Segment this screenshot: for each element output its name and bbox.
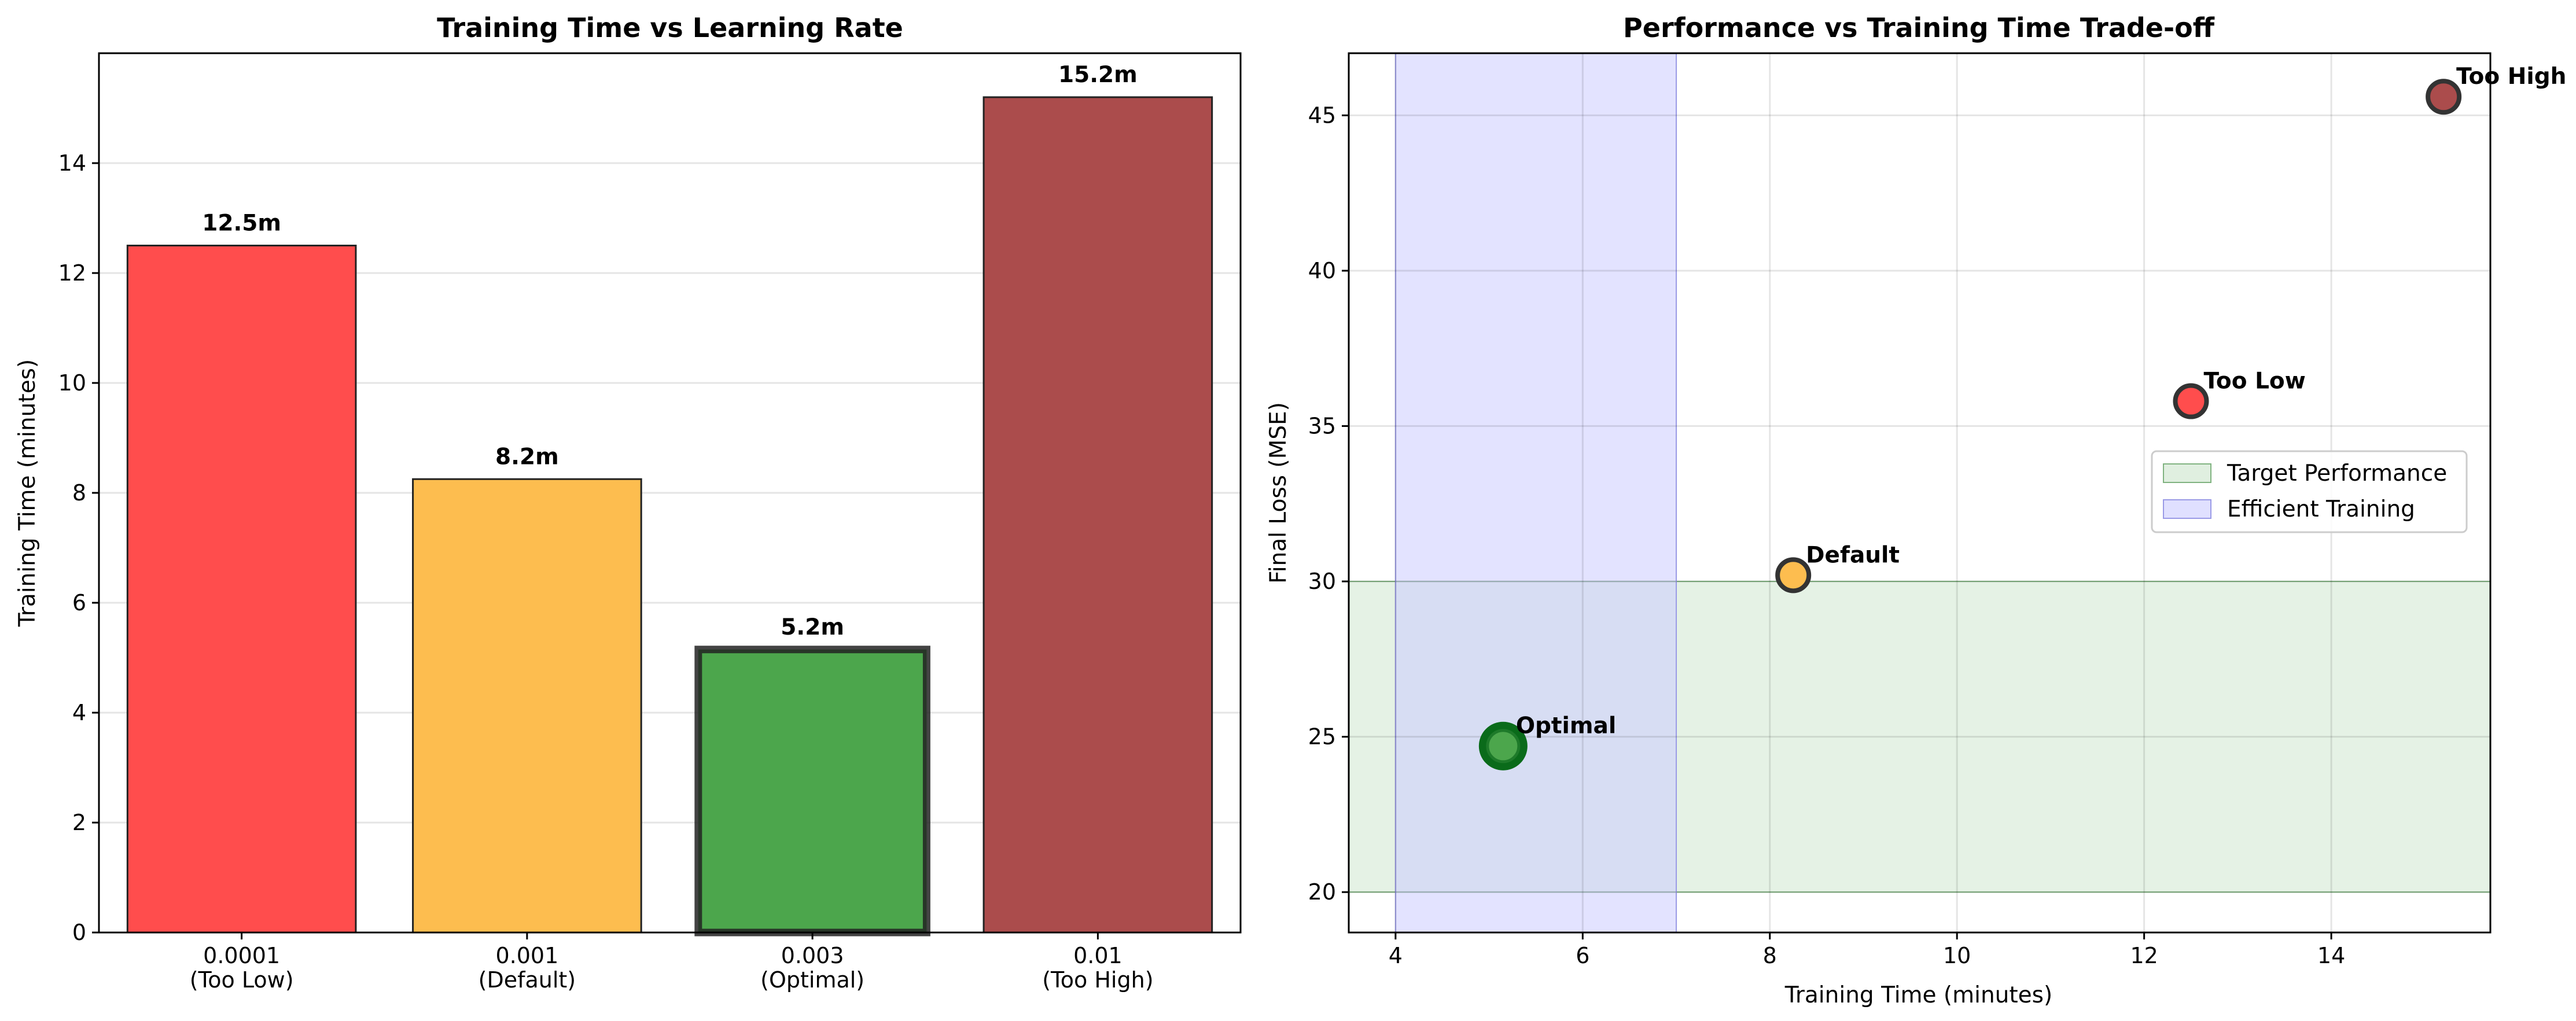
legend-swatch <box>2163 463 2211 483</box>
scatter-chart-x-ticks: 4 6 8 10 12 14 <box>1389 932 2345 968</box>
bar-chart-title: Training Time vs Learning Rate <box>437 12 903 43</box>
y-tick-label: 35 <box>1308 414 1336 439</box>
point-label: Too Low <box>2203 368 2305 395</box>
legend-label: Efficient Training <box>2227 496 2415 522</box>
scatter-point <box>1775 557 1812 594</box>
scatter-chart-x-axis-label: Training Time (minutes) <box>1784 982 2052 1008</box>
x-tick-label: 12 <box>2130 943 2158 968</box>
legend-box <box>2151 450 2468 533</box>
bar-value-label: 12.5m <box>202 211 281 237</box>
x-tick-label-tag: (Too Low) <box>190 967 294 993</box>
x-tick-label-tag: (Optimal) <box>760 967 864 993</box>
scatter-chart-points <box>1478 79 2462 771</box>
x-tick-label: 14 <box>2317 943 2345 968</box>
y-tick-label: 30 <box>1308 569 1336 594</box>
scatter-chart-grid <box>1349 53 2490 932</box>
point-label: Optimal <box>1516 713 1616 739</box>
bar <box>694 646 930 937</box>
scatter-chart-y-ticks: 20 25 30 35 40 45 <box>1308 102 1349 905</box>
y-tick-label: 0 <box>72 920 86 945</box>
bar <box>126 245 357 934</box>
y-tick-label: 20 <box>1308 879 1336 905</box>
bar-chart-training-time: Training Time vs Learning Rate 12.5m 8.2m… <box>14 12 1242 993</box>
scatter-point <box>2173 383 2209 419</box>
y-tick-label: 12 <box>58 260 86 286</box>
bar-chart-y-axis-label: Training Time (minutes) <box>14 359 41 627</box>
bar-chart-data-labels: 12.5m 8.2m 5.2m 15.2m <box>202 62 1138 640</box>
x-tick-label-rate: 0.01 <box>1073 943 1123 968</box>
scatter-point <box>2426 79 2462 115</box>
bar-chart-y-ticks: 0 2 4 6 8 10 12 14 <box>58 150 99 945</box>
x-tick-label-tag: (Too High) <box>1042 967 1153 993</box>
bar-value-label: 15.2m <box>1058 62 1138 88</box>
bar <box>412 478 642 934</box>
x-tick-label: 8 <box>1763 943 1777 968</box>
x-tick-label: 6 <box>1576 943 1589 968</box>
point-label: Too High <box>2456 64 2566 90</box>
legend-swatch <box>2163 499 2211 519</box>
scatter-chart-point-labels: Too Low Default Optimal Too High <box>1516 64 2567 739</box>
bar-value-label: 5.2m <box>781 614 844 640</box>
scatter-chart-tradeoff: Performance vs Training Time Trade-off T… <box>1265 12 2566 1008</box>
scatter-chart-y-axis-label: Final Loss (MSE) <box>1265 402 1291 584</box>
y-tick-label: 10 <box>58 370 86 396</box>
y-tick-label: 4 <box>72 700 86 725</box>
scatter-chart-plot-frame <box>1348 52 2492 934</box>
point-label: Default <box>1806 542 1900 568</box>
x-tick-label-rate: 0.001 <box>495 943 558 968</box>
y-tick-label: 14 <box>58 150 86 176</box>
y-tick-label: 40 <box>1308 258 1336 283</box>
x-tick-label-rate: 0.003 <box>781 943 844 968</box>
scatter-point <box>1486 729 1521 764</box>
bar <box>982 96 1213 934</box>
region-efficient-training <box>1394 53 1677 933</box>
y-tick-label: 2 <box>72 810 86 835</box>
y-tick-label: 25 <box>1308 724 1336 750</box>
y-tick-label: 6 <box>72 590 86 615</box>
bar-value-label: 8.2m <box>495 444 559 470</box>
x-tick-label-tag: (Default) <box>479 967 576 993</box>
y-tick-label: 45 <box>1308 102 1336 128</box>
x-tick-label: 10 <box>1943 943 1971 968</box>
scatter-chart-regions <box>1348 53 2491 933</box>
x-tick-label: 4 <box>1389 943 1403 968</box>
bar-chart-x-ticks: 0.0001(Too Low) 0.001(Default) 0.003(Optim… <box>190 932 1154 993</box>
scatter-chart-title: Performance vs Training Time Trade-off <box>1623 12 2215 43</box>
scatter-chart-legend: Target Performance Efficient Training <box>2151 450 2468 533</box>
legend-label: Target Performance <box>2227 460 2447 486</box>
bar-chart-bars <box>126 96 1213 937</box>
x-tick-label-rate: 0.0001 <box>203 943 280 968</box>
y-tick-label: 8 <box>72 480 86 506</box>
